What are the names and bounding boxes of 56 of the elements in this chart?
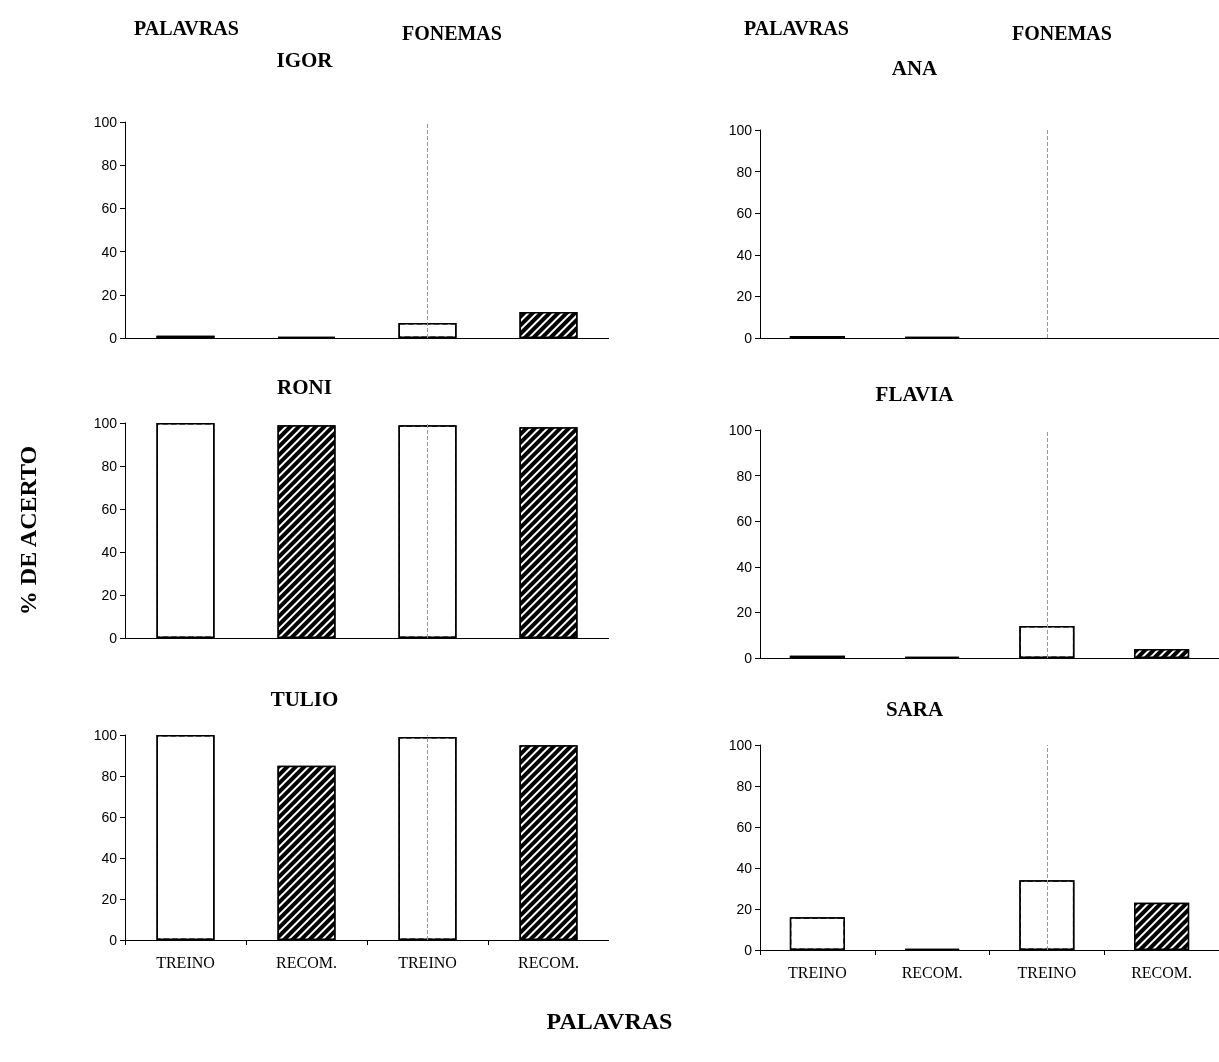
chart-title: ANA (891, 55, 939, 80)
y-tick-label: 100 (93, 114, 118, 130)
x-axis-title: PALAVRAS (545, 1008, 674, 1035)
y-tick-label: 100 (93, 415, 118, 431)
y-tick-label: 60 (101, 809, 118, 825)
x-tick-label: RECOM. (1131, 963, 1193, 981)
x-tick-label: RECOM. (518, 953, 579, 971)
y-tick-label: 60 (101, 501, 118, 517)
y-tick-label: 80 (736, 467, 753, 484)
y-tick-label: 100 (728, 122, 753, 138)
y-tick-label: 0 (744, 650, 753, 666)
y-tick-label: 40 (736, 558, 753, 575)
y-tick-label: 80 (101, 157, 118, 174)
y-tick-label: 80 (736, 163, 753, 180)
text: FONEMAS (1011, 22, 1112, 44)
y-tick-label: 60 (101, 200, 118, 217)
y-tick-label: 40 (101, 850, 118, 866)
y-tick-label: 20 (101, 891, 118, 907)
y-axis-title: % DE ACERTO (15, 445, 41, 616)
y-tick-label: 100 (728, 737, 753, 753)
text: PALAVRAS (133, 17, 239, 39)
y-tick-label: 40 (101, 544, 118, 560)
y-tick-label: 60 (736, 513, 753, 530)
x-tick-label: RECOM. (276, 953, 337, 971)
y-tick-label: 80 (736, 778, 753, 794)
y-tick-label: 20 (101, 587, 118, 603)
y-tick-label: 0 (744, 330, 753, 346)
x-tick-label: TREINO (156, 953, 215, 971)
chart-title: SARA (885, 696, 944, 721)
y-tick-label: 80 (101, 768, 118, 784)
y-tick-label: 20 (736, 288, 753, 305)
x-tick-label: RECOM. (901, 963, 963, 981)
y-tick-label: 80 (101, 458, 118, 474)
y-tick-label: 60 (736, 819, 753, 835)
y-tick-label: 60 (736, 205, 753, 222)
chart-title: IGOR (276, 47, 334, 72)
y-tick-label: 40 (736, 860, 753, 876)
y-tick-label: 40 (736, 246, 753, 263)
text: PALAVRAS (743, 17, 849, 39)
y-tick-label: 0 (109, 330, 118, 346)
chart-title: RONI (277, 374, 332, 399)
y-tick-label: 0 (109, 932, 118, 948)
chart-title: FLAVIA (875, 381, 955, 406)
y-tick-label: 40 (101, 243, 118, 260)
x-tick-label: TREINO (398, 953, 457, 971)
x-tick-label: TREINO (1017, 963, 1077, 981)
y-tick-label: 20 (736, 604, 753, 621)
y-tick-label: 100 (93, 727, 118, 743)
y-tick-label: 0 (744, 942, 753, 958)
y-tick-label: 20 (101, 286, 118, 303)
y-tick-label: 100 (728, 422, 753, 438)
y-tick-label: 20 (736, 901, 753, 917)
text: FONEMAS (401, 22, 502, 44)
y-tick-label: 0 (109, 630, 118, 646)
chart-title: TULIO (270, 686, 339, 711)
x-tick-label: TREINO (788, 963, 847, 981)
